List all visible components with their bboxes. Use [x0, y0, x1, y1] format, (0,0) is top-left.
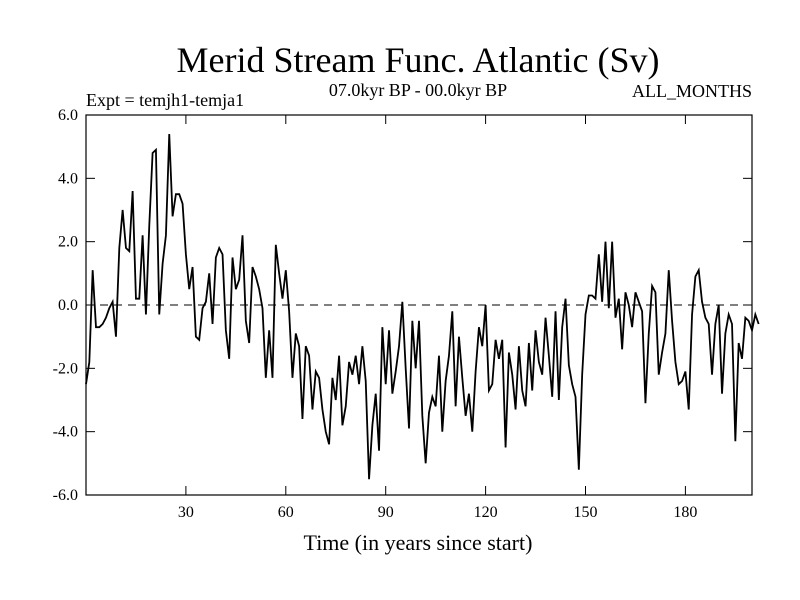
series-line — [85, 133, 760, 480]
plot-area: 30 60 90 120 150 180 -6.0 -4.0 -2.0 0.0 2.0 4.0 6.0 — [53, 107, 760, 521]
experiment-label: Expt = temjh1-temja1 — [86, 90, 244, 110]
y-tick-label: 4.0 — [58, 170, 78, 187]
x-tick-label: 60 — [278, 504, 294, 521]
x-tick-label: 30 — [178, 504, 194, 521]
x-tick-label: 150 — [574, 504, 598, 521]
x-tick-label: 180 — [673, 504, 697, 521]
x-axis-label: Time (in years since start) — [304, 530, 533, 555]
x-tick-label: 120 — [474, 504, 498, 521]
y-tick-label: 0.0 — [58, 297, 78, 314]
chart-title: Merid Stream Func. Atlantic (Sv) — [177, 40, 660, 80]
x-tick-label: 90 — [378, 504, 394, 521]
y-tick-label: -4.0 — [53, 424, 78, 441]
y-tick-label: -6.0 — [53, 487, 78, 504]
y-tick-label: -2.0 — [53, 360, 78, 377]
y-tick-label: 6.0 — [58, 107, 78, 124]
time-range-label: 07.0kyr BP - 00.0kyr BP — [329, 80, 507, 100]
y-tick-label: 2.0 — [58, 234, 78, 251]
months-label: ALL_MONTHS — [632, 81, 752, 101]
